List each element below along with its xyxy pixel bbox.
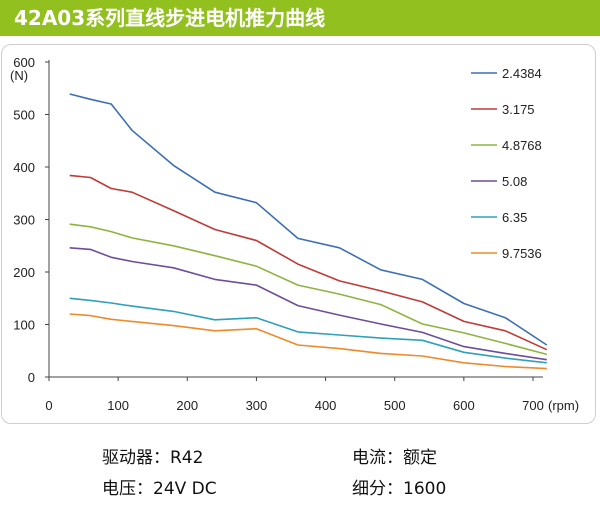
y-tick-label: 100 [13, 318, 35, 333]
x-tick-label: 500 [384, 398, 406, 413]
series-line-6.35 [69, 297, 547, 364]
y-tick-label: 200 [13, 265, 35, 280]
microstep-spec: 细分：1600 [352, 478, 446, 500]
legend-label: 6.35 [502, 210, 527, 225]
y-tick-label: 500 [13, 108, 35, 123]
voltage-value: 24V DC [153, 479, 217, 499]
x-axis-unit: (rpm) [548, 398, 579, 413]
driver-spec: 驱动器：R42 [102, 447, 203, 469]
series-line-9.7536 [69, 313, 547, 370]
x-tick-label: 600 [453, 398, 475, 413]
series-line-4.8768 [69, 223, 548, 356]
y-axis-unit: (N) [10, 68, 28, 83]
legend-label: 9.7536 [502, 246, 542, 261]
x-tick-label: 300 [246, 398, 268, 413]
chart-title: 42A03系列直线步进电机推力曲线 [14, 6, 326, 30]
microstep-value: 1600 [403, 479, 447, 499]
current-spec: 电流：额定 [352, 447, 437, 469]
x-tick-label: 700 [522, 398, 544, 413]
voltage-spec: 电压：24V DC [102, 478, 217, 500]
y-tick-label: 400 [13, 160, 35, 175]
title-banner: 42A03系列直线步进电机推力曲线 [0, 0, 600, 36]
chart-frame [1, 44, 596, 424]
x-tick-label: 200 [176, 398, 198, 413]
x-tick-label: 0 [45, 398, 52, 413]
voltage-label: 电压： [102, 479, 153, 499]
series-line-2.4384 [69, 93, 548, 346]
current-label: 电流： [352, 448, 403, 468]
current-value: 额定 [403, 448, 437, 468]
series-line-5.08 [69, 247, 547, 361]
legend-label: 5.08 [502, 174, 527, 189]
legend-label: 4.8768 [502, 138, 542, 153]
y-tick-label: 600 [13, 55, 35, 70]
series-line-3.175 [69, 174, 548, 351]
driver-label: 驱动器： [102, 448, 170, 468]
y-tick-label: 0 [28, 370, 35, 385]
microstep-label: 细分： [352, 479, 403, 499]
x-tick-label: 100 [107, 398, 129, 413]
x-tick-label: 400 [315, 398, 337, 413]
driver-value: R42 [170, 448, 204, 468]
y-tick-label: 300 [13, 213, 35, 228]
legend-label: 3.175 [502, 102, 535, 117]
legend-label: 2.4384 [502, 66, 542, 81]
